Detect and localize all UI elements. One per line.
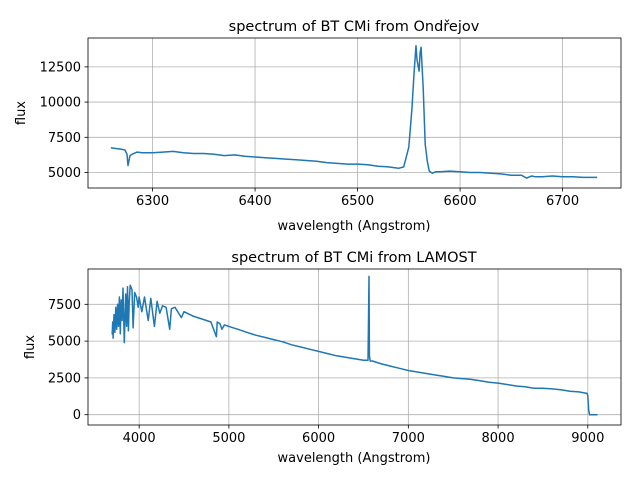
chart-ondrejov-ticks: 6300 6400 6500 6600 6700 5000 7500 10000 12500 bbox=[40, 60, 579, 209]
chart-lamost-series-line bbox=[111, 275, 598, 416]
y-tick-label: 10000 bbox=[40, 96, 81, 111]
chart-ondrejov-y-axis-label: flux bbox=[14, 101, 29, 125]
x-tick-label: 6300 bbox=[136, 194, 169, 209]
y-tick-label: 7500 bbox=[48, 131, 81, 146]
chart-ondrejov-title: spectrum of BT CMi from Ondřejov bbox=[229, 19, 480, 35]
x-tick-label: 6000 bbox=[302, 431, 335, 446]
chart-ondrejov: spectrum of BT CMi from Ondřejov 6300 640… bbox=[14, 19, 622, 234]
x-tick-label: 6500 bbox=[341, 194, 374, 209]
x-tick-label: 5000 bbox=[212, 431, 245, 446]
y-tick-label: 7500 bbox=[48, 298, 81, 313]
chart-ondrejov-plot-frame bbox=[87, 37, 622, 189]
x-tick-label: 6400 bbox=[239, 194, 272, 209]
chart-ondrejov-x-axis-label: wavelength (Angstrom) bbox=[278, 219, 431, 234]
chart-ondrejov-series-line bbox=[110, 44, 598, 179]
x-tick-label: 7000 bbox=[392, 431, 425, 446]
x-tick-label: 6600 bbox=[444, 194, 477, 209]
y-tick-label: 0 bbox=[73, 408, 81, 423]
chart-lamost-plot-frame bbox=[87, 268, 622, 426]
x-tick-label: 8000 bbox=[482, 431, 515, 446]
y-tick-label: 5000 bbox=[48, 166, 81, 181]
chart-lamost-title: spectrum of BT CMi from LAMOST bbox=[231, 250, 476, 266]
x-tick-label: 9000 bbox=[571, 431, 604, 446]
y-tick-label: 2500 bbox=[48, 371, 81, 386]
chart-lamost-ticks: 4000 5000 6000 7000 8000 9000 0 2500 5000 7500 bbox=[48, 298, 604, 446]
chart-lamost: spectrum of BT CMi from LAMOST 4000 5000 6… bbox=[23, 250, 622, 466]
chart-lamost-x-axis-label: wavelength (Angstrom) bbox=[278, 451, 431, 466]
chart-lamost-grid bbox=[88, 269, 621, 425]
chart-ondrejov-grid bbox=[88, 38, 621, 188]
x-tick-label: 6700 bbox=[546, 194, 579, 209]
y-tick-label: 12500 bbox=[40, 60, 81, 75]
x-tick-label: 4000 bbox=[123, 431, 156, 446]
y-tick-label: 5000 bbox=[48, 335, 81, 350]
chart-lamost-y-axis-label: flux bbox=[23, 335, 38, 359]
